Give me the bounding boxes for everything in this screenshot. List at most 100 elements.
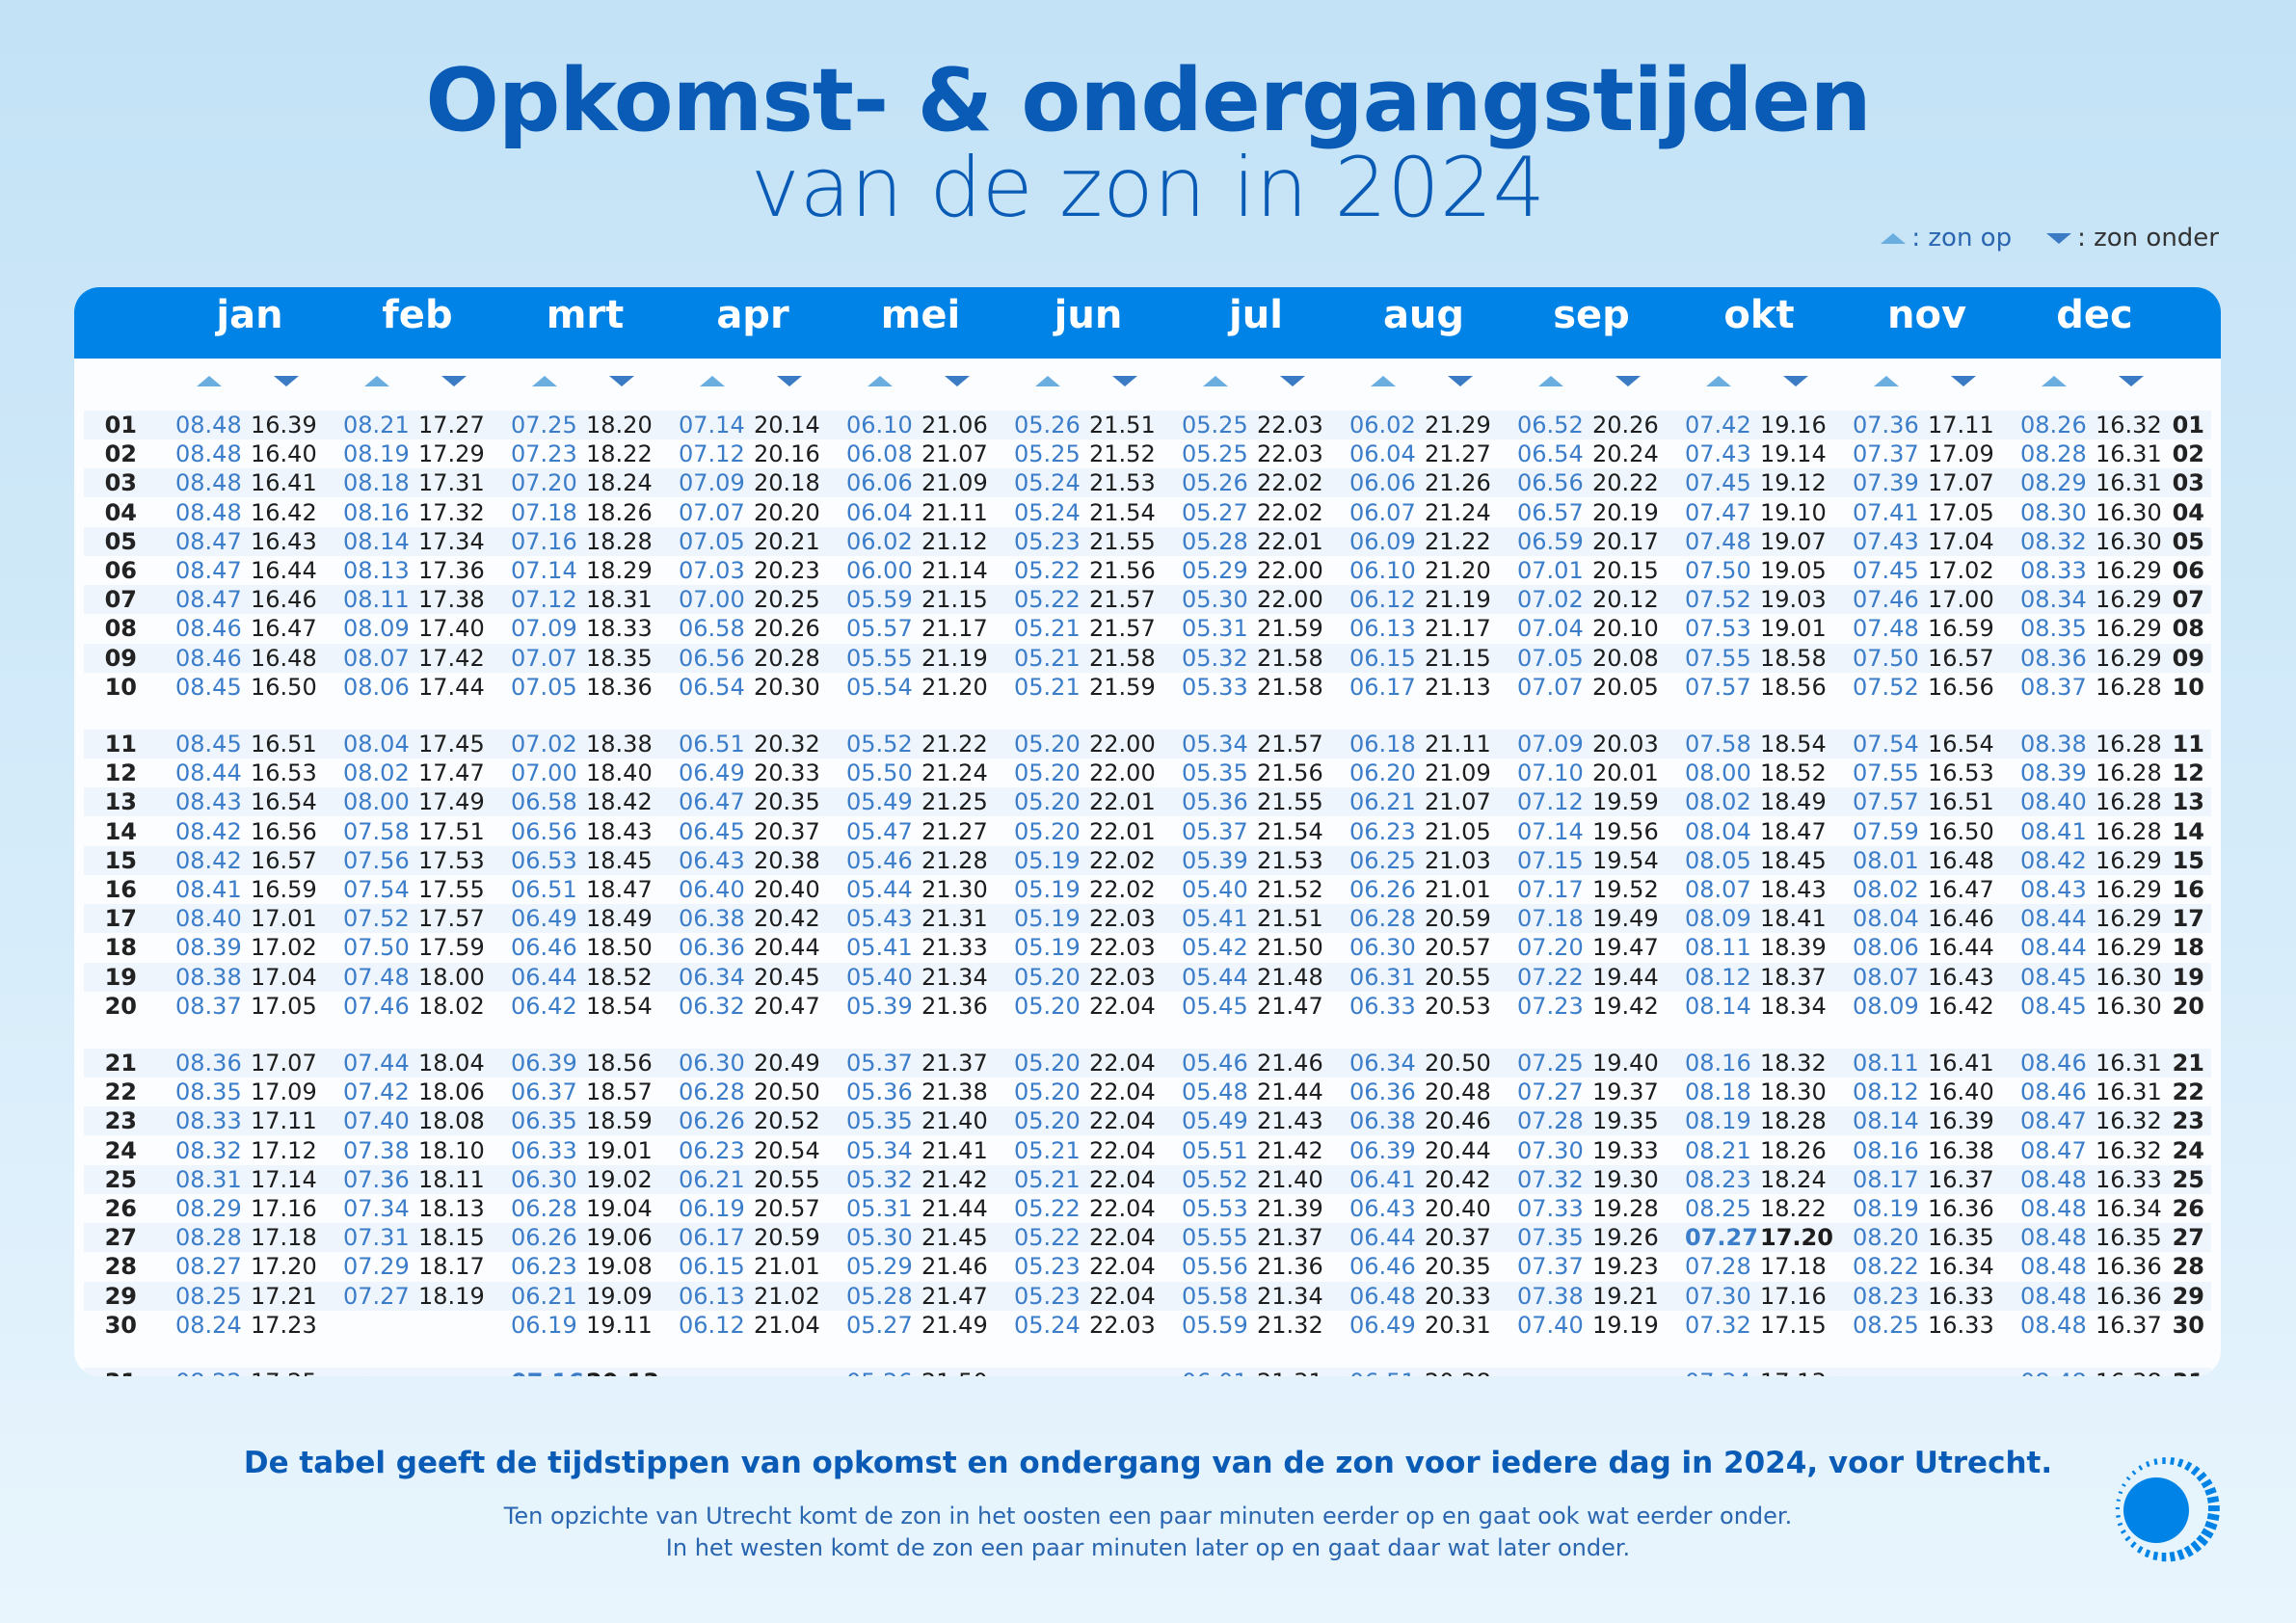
sunset-time: 18.54 [586,992,653,1020]
sunrise-time: 05.54 [846,673,913,701]
sunrise-time: 08.04 [1853,905,1919,933]
sunset-time: 18.42 [586,788,653,816]
sunset-arrow-icon [1615,376,1641,386]
sunset-time: 20.49 [754,1050,820,1077]
legend-rise-label: : zon op [1911,224,2013,253]
sunrise-time: 05.22 [1014,586,1081,614]
sunrise-time: 08.46 [2020,1050,2087,1077]
sunset-time: 21.36 [1257,1253,1323,1281]
sunset-time: 22.02 [1257,469,1323,497]
sunset-time: 20.19 [1592,498,1659,526]
sunrise-time: 08.11 [343,586,410,614]
sunset-time: 19.09 [586,1282,653,1310]
sunset-time: 18.49 [586,905,653,933]
table-row: 27 08.28 17.18 07.31 18.15 06.26 19.06 06.17 20.… [84,1223,2211,1253]
sunrise-time: 06.44 [511,963,577,991]
sunset-time: 22.01 [1089,817,1156,845]
sunrise-time: 06.00 [846,557,913,584]
sunset-time: 19.12 [1760,469,1827,497]
sunrise-time: 07.37 [1853,440,1919,468]
sunrise-time: 08.40 [175,905,242,933]
day-number: 25 [104,1165,137,1193]
sunset-time: 16.30 [2096,963,2162,991]
sunrise-time: 07.52 [1685,586,1751,614]
sunrise-time: 06.58 [511,788,577,816]
sunrise-time: 07.05 [1517,644,1584,672]
sunrise-time: 08.16 [1853,1136,1919,1164]
sunset-time: 18.38 [586,731,653,758]
sunset-time: 19.10 [1760,498,1827,526]
table-row: 04 08.48 16.42 08.16 17.32 07.18 18.26 07.07 20.… [84,498,2211,527]
page-title: Opkomst- & ondergangstijden [425,50,1871,151]
sunrise-time: 08.09 [1685,905,1751,933]
sunrise-time: 07.53 [1685,615,1751,643]
sunrise-time: 08.23 [1685,1165,1751,1193]
sunrise-time: 06.28 [679,1078,745,1106]
sunrise-time: 08.02 [1685,788,1751,816]
sunrise-time: 07.14 [511,557,577,584]
day-number: 24 [104,1136,137,1164]
sunrise-time: 05.28 [846,1282,913,1310]
table-row: 31 08.22 17.25 07.1620.13 05.26 21.50 06.01 21.… [84,1368,2211,1376]
sun-ray [2122,1483,2126,1487]
sunrise-time: 05.59 [1182,1311,1248,1339]
sunrise-time: 05.21 [1014,615,1081,643]
sunset-time: 20.54 [754,1136,820,1164]
sunrise-time: 05.24 [1014,1311,1081,1339]
sun-ray [2196,1471,2207,1482]
sunrise-time: 07.10 [1517,759,1584,787]
sunset-time: 18.19 [418,1282,485,1310]
sunset-time: 18.22 [586,440,653,468]
day-number-right: 12 [2172,759,2204,787]
sunset-time: 21.34 [1257,1282,1323,1310]
sunrise-time: 06.51 [511,876,577,903]
sunrise-time: 05.21 [1014,644,1081,672]
sunset-time: 19.01 [586,1136,653,1164]
sunset-time: 21.44 [921,1195,988,1222]
sunrise-time: 05.34 [1182,731,1248,758]
sunset-arrow-icon [1448,376,1473,386]
sunrise-time: 06.36 [1349,1078,1416,1106]
sunset-time: 17.29 [418,440,485,468]
sunrise-time: 07.42 [343,1078,410,1106]
sunset-time: 18.50 [586,934,653,962]
sunset-time: 17.34 [418,527,485,555]
sunset-time: 21.57 [1257,731,1323,758]
sunset-time: 20.28 [1425,1368,1491,1376]
table-row: 08 08.46 16.47 08.09 17.40 07.09 18.33 06.58 20.… [84,614,2211,643]
sunset-time: 19.49 [1592,905,1659,933]
sunrise-time: 08.16 [1685,1050,1751,1077]
sunrise-time: 08.02 [343,759,410,787]
sunrise-time: 07.59 [1853,817,1919,845]
sunrise-time: 07.02 [1517,586,1584,614]
table-row: 11 08.45 16.51 08.04 17.45 07.02 18.38 06.51 20.… [84,730,2211,758]
sunset-time: 16.59 [1928,615,1994,643]
sunset-time: 17.18 [1760,1253,1827,1281]
sunset-time: 18.20 [586,412,653,439]
sunrise-time: 05.44 [846,876,913,903]
sunset-time: 16.41 [1928,1050,1994,1077]
sunrise-time: 05.47 [846,817,913,845]
sunrise-time: 07.35 [1517,1224,1584,1252]
sunset-time: 16.30 [2096,992,2162,1020]
sunset-time: 22.04 [1089,1253,1156,1281]
sunrise-time: 08.44 [2020,905,2087,933]
sun-ray [2176,1549,2185,1560]
sunrise-time: 08.18 [1685,1078,1751,1106]
sunrise-time: 08.25 [1853,1311,1919,1339]
sunset-time: 18.11 [418,1165,485,1193]
sunrise-time: 08.29 [2020,469,2087,497]
table-row: 25 08.31 17.14 07.36 18.11 06.30 19.02 06.21 20.… [84,1164,2211,1194]
sunrise-time: 08.31 [175,1165,242,1193]
sunset-time: 20.12 [1592,586,1659,614]
sunset-arrow-icon [2046,232,2072,244]
sunset-time: 19.47 [1592,934,1659,962]
sunset-time: 17.32 [418,498,485,526]
day-number-right: 30 [2172,1311,2204,1339]
sunset-time: 16.40 [1928,1078,1994,1106]
sunrise-time: 05.24 [1014,469,1081,497]
sunrise-time: 08.33 [175,1107,242,1135]
sunrise-time: 07.18 [1517,905,1584,933]
sunset-time: 20.47 [754,992,820,1020]
sun-ray [2136,1545,2144,1554]
